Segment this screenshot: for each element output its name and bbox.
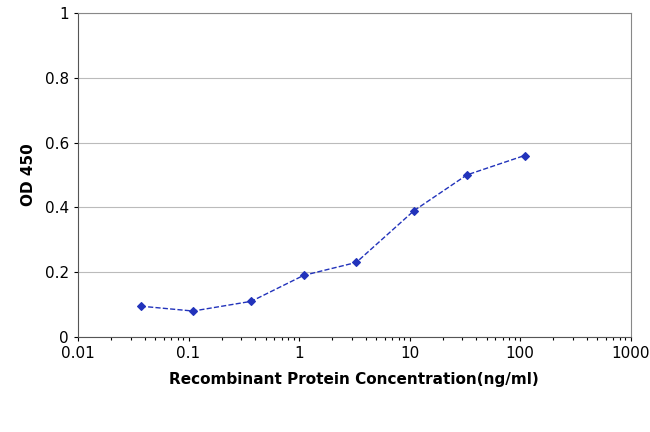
X-axis label: Recombinant Protein Concentration(ng/ml): Recombinant Protein Concentration(ng/ml) xyxy=(170,372,539,387)
Y-axis label: OD 450: OD 450 xyxy=(21,143,36,206)
